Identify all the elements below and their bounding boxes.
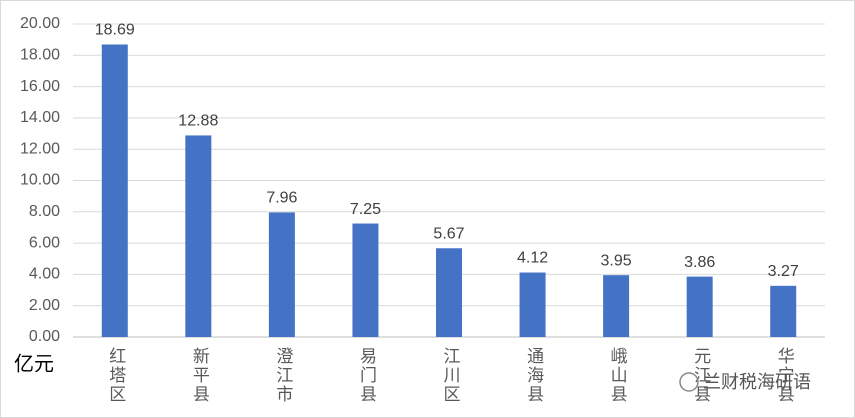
y-tick-label: 20.00 xyxy=(20,15,60,32)
bar xyxy=(686,276,713,337)
bar xyxy=(519,272,546,337)
bar xyxy=(352,223,379,337)
y-tick-label: 16.00 xyxy=(20,78,60,95)
x-tick-label: 易门县 xyxy=(357,347,377,404)
bar xyxy=(185,135,212,337)
bar xyxy=(603,275,630,337)
y-tick-label: 10.00 xyxy=(20,172,60,189)
data-label: 18.69 xyxy=(95,22,135,39)
x-tick-label: 通海县 xyxy=(524,347,544,404)
y-axis-unit: 亿元 xyxy=(14,352,54,375)
bar xyxy=(268,212,295,337)
data-label: 5.67 xyxy=(433,225,464,242)
y-tick-label: 2.00 xyxy=(29,297,60,314)
bar xyxy=(101,44,128,338)
x-tick-label: 新平县 xyxy=(190,347,210,404)
x-tick-label: 华宁县 xyxy=(775,347,795,404)
x-tick-label: 江川区 xyxy=(441,347,461,404)
x-tick-label: 红塔区 xyxy=(106,347,126,404)
y-tick-label: 8.00 xyxy=(29,203,60,220)
x-tick-label: 元江县 xyxy=(691,347,711,404)
x-tick-label: 峨山县 xyxy=(608,347,628,404)
y-tick-label: 14.00 xyxy=(20,109,60,126)
data-label: 3.86 xyxy=(684,254,715,271)
y-tick-label: 4.00 xyxy=(29,266,60,283)
watermark-text: 兰财税海研语 xyxy=(703,372,811,392)
watermark-icon xyxy=(679,372,699,392)
bar xyxy=(770,285,797,337)
data-label: 3.27 xyxy=(768,263,799,280)
y-tick-label: 6.00 xyxy=(29,234,60,251)
y-tick-label: 0.00 xyxy=(29,328,60,345)
data-label: 4.12 xyxy=(517,250,548,267)
data-label: 12.88 xyxy=(178,113,218,130)
data-label: 3.95 xyxy=(601,252,632,269)
y-tick-label: 12.00 xyxy=(20,140,60,157)
y-tick-label: 18.00 xyxy=(20,47,60,64)
bar xyxy=(436,248,462,337)
watermark: 兰财税海研语 xyxy=(679,372,811,392)
x-tick-label: 澄江市 xyxy=(273,347,293,404)
data-label: 7.96 xyxy=(266,190,297,207)
data-label: 7.25 xyxy=(350,201,381,218)
